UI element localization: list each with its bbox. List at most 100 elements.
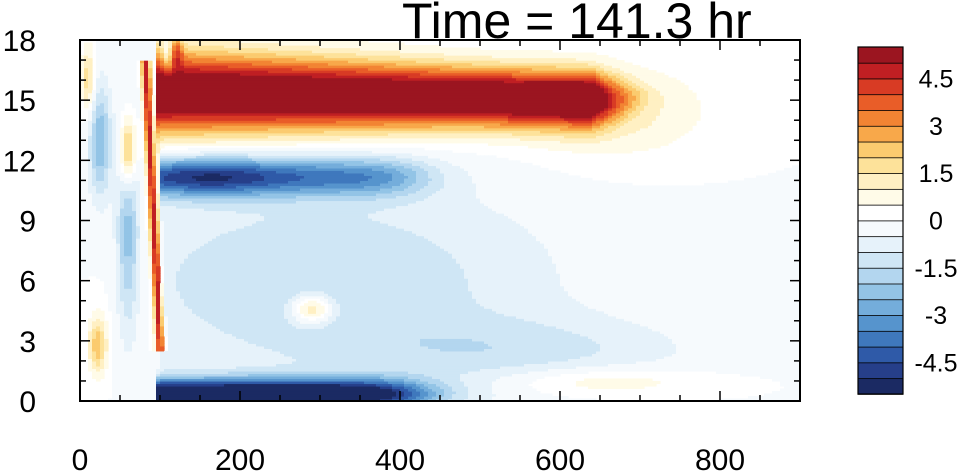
heatmap-cell — [80, 265, 85, 269]
heatmap-cell — [80, 235, 85, 239]
heatmap-cell — [124, 225, 129, 229]
heatmap-cell — [96, 127, 101, 131]
heatmap-cell — [80, 275, 85, 279]
heatmap-cell — [100, 162, 105, 166]
heatmap-cell — [88, 95, 93, 99]
heatmap-cell — [116, 185, 121, 189]
heatmap-cell — [128, 230, 133, 234]
heatmap-cell — [84, 165, 89, 169]
heatmap-cell — [112, 328, 117, 332]
heatmap-cell — [96, 87, 101, 91]
heatmap-cell — [136, 368, 141, 372]
heatmap-cell — [92, 350, 97, 354]
heatmap-cell — [108, 155, 113, 159]
heatmap-cell — [132, 385, 137, 390]
heatmap-cell — [116, 130, 121, 134]
heatmap-cell — [112, 80, 117, 84]
heatmap-cell — [104, 77, 109, 81]
heatmap-cell — [112, 390, 117, 395]
heatmap-cell — [88, 162, 93, 166]
heatmap-cell — [112, 345, 117, 349]
heatmap-cell — [116, 100, 121, 104]
heatmap-cell — [88, 77, 93, 81]
heatmap-cell — [116, 260, 121, 264]
heatmap-cell — [132, 285, 137, 289]
heatmap-cell — [116, 235, 121, 239]
heatmap-cell — [80, 185, 85, 189]
heatmap-cell — [104, 167, 109, 171]
heatmap-cell — [104, 62, 109, 66]
heatmap-cell — [88, 270, 93, 274]
heatmap-cell — [104, 170, 109, 174]
heatmap-cell — [104, 105, 109, 109]
heatmap-cell — [124, 285, 129, 289]
heatmap-cell — [116, 345, 121, 349]
heatmap-cell — [136, 383, 141, 387]
heatmap-cell — [128, 323, 133, 327]
heatmap-cell — [120, 353, 125, 357]
heatmap-cell — [132, 238, 137, 242]
heatmap-cell — [124, 343, 129, 347]
heatmap-cell — [132, 263, 137, 267]
heatmap-cell — [132, 335, 137, 339]
heatmap-cell — [128, 180, 133, 184]
heatmap-cell — [88, 325, 93, 329]
heatmap-cell — [100, 315, 105, 319]
heatmap-cell — [84, 263, 89, 267]
heatmap-cell — [116, 125, 121, 129]
heatmap-cell — [112, 187, 117, 192]
heatmap-cell — [84, 122, 89, 126]
heatmap-cell — [128, 255, 133, 259]
heatmap-cell — [116, 80, 121, 84]
heatmap-cell — [112, 278, 117, 282]
heatmap-cell — [116, 195, 121, 199]
heatmap-cell — [96, 80, 101, 84]
heatmap-cell — [80, 145, 85, 149]
heatmap-cell — [128, 320, 133, 324]
heatmap-cell — [132, 202, 137, 207]
heatmap-cell — [124, 378, 129, 382]
heatmap-cell — [120, 335, 125, 339]
heatmap-cell — [124, 303, 129, 307]
heatmap-cell — [124, 230, 129, 234]
heatmap-cell — [100, 365, 105, 370]
heatmap-cell — [84, 273, 89, 277]
heatmap-cell — [120, 47, 125, 51]
heatmap-cell — [120, 253, 125, 257]
heatmap-cell — [132, 57, 137, 61]
heatmap-cell — [124, 202, 129, 207]
heatmap-cell — [124, 57, 129, 61]
heatmap-cell — [128, 223, 133, 227]
heatmap-cell — [84, 75, 89, 79]
heatmap-cell — [108, 288, 113, 292]
heatmap-cell — [132, 132, 137, 136]
heatmap-cell — [92, 313, 97, 317]
heatmap-cell — [120, 370, 125, 375]
heatmap-cell — [128, 210, 133, 214]
heatmap-cell — [84, 130, 89, 134]
heatmap-cell — [124, 70, 129, 74]
heatmap-cell — [112, 155, 117, 159]
heatmap-cell — [112, 260, 117, 264]
heatmap-cell — [100, 155, 105, 159]
heatmap-cell — [116, 383, 121, 387]
heatmap-cell — [100, 263, 105, 267]
heatmap-cell — [124, 190, 129, 194]
heatmap-cell — [84, 225, 89, 229]
heatmap-cell — [84, 185, 89, 189]
heatmap-cell — [80, 195, 85, 199]
heatmap-cell — [88, 197, 93, 202]
heatmap-cell — [112, 150, 117, 154]
heatmap-cell — [92, 318, 97, 322]
heatmap-cell — [116, 350, 121, 354]
heatmap-cell — [108, 105, 113, 109]
heatmap-cell — [80, 147, 85, 151]
heatmap-cell — [84, 195, 89, 199]
heatmap-cell — [116, 395, 121, 400]
heatmap-cell — [108, 165, 113, 169]
heatmap-cell — [80, 65, 85, 69]
heatmap-cell — [132, 125, 137, 129]
heatmap-cell — [84, 140, 89, 144]
heatmap-cell — [80, 127, 85, 131]
heatmap-cell — [124, 340, 129, 344]
